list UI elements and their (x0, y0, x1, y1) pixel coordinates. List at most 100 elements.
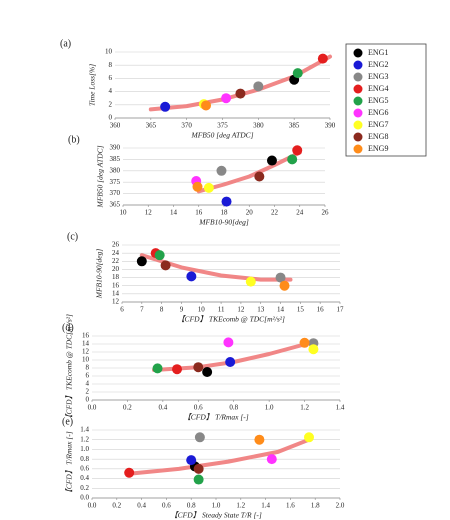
data-point (203, 182, 214, 193)
data-point (186, 271, 197, 282)
data-point (223, 337, 234, 348)
x-tick-label: 360 (110, 122, 121, 130)
data-point (254, 434, 265, 445)
x-tick-label: 375 (217, 122, 228, 130)
x-tick-label: 8 (160, 306, 164, 314)
x-tick-label: 1.0 (265, 404, 274, 412)
data-point (136, 256, 147, 267)
panel-label: (e) (62, 416, 73, 427)
x-tick-label: 18 (221, 209, 229, 217)
x-tick-label: 365 (146, 122, 157, 130)
y-tick-label: 24 (112, 249, 120, 257)
x-tick-label: 0.0 (88, 502, 97, 510)
x-axis-title: MFB50 [deg ATDC] (190, 131, 253, 140)
y-tick-label: 2 (86, 388, 90, 396)
y-tick-label: 1.2 (80, 435, 89, 443)
x-tick-label: 7 (140, 306, 144, 314)
x-tick-label: 0.2 (112, 502, 121, 510)
data-point (193, 362, 204, 373)
data-point (299, 337, 310, 348)
x-tick-label: 12 (237, 306, 245, 314)
y-tick-label: 1.4 (80, 426, 89, 434)
x-tick-label: 16 (317, 306, 325, 314)
y-tick-label: 4 (109, 87, 113, 95)
legend-marker (353, 132, 363, 142)
data-point (292, 68, 303, 79)
y-tick-label: 8 (86, 364, 90, 372)
data-point (193, 474, 204, 485)
data-point (160, 260, 171, 271)
data-point (253, 81, 264, 92)
panel-label: (c) (67, 231, 78, 242)
legend-label: ENG5 (368, 96, 388, 105)
x-tick-label: 14 (170, 209, 178, 217)
y-tick-label: 6 (86, 372, 90, 380)
legend-marker (353, 72, 363, 82)
x-tick-label: 6 (120, 306, 124, 314)
data-point (172, 364, 183, 375)
x-tick-label: 1.4 (336, 404, 345, 412)
y-tick-label: 4 (86, 380, 90, 388)
data-point (254, 171, 265, 182)
x-tick-label: 10 (198, 306, 206, 314)
x-tick-label: 1.0 (212, 502, 221, 510)
y-tick-label: 10 (82, 356, 90, 364)
y-tick-label: 1.0 (80, 445, 89, 453)
legend-marker (353, 48, 363, 58)
legend-label: ENG4 (368, 84, 388, 93)
data-point (266, 454, 277, 465)
x-tick-label: 0.4 (137, 502, 146, 510)
legend-label: ENG6 (368, 108, 388, 117)
x-tick-label: 24 (296, 209, 304, 217)
data-point (160, 101, 171, 112)
x-axis-title: 【CFD】 Steady State T/R [-] (170, 511, 262, 520)
x-tick-label: 12 (145, 209, 153, 217)
legend-marker (353, 96, 363, 106)
data-point (245, 276, 256, 287)
data-point (216, 165, 227, 176)
data-point (225, 357, 236, 367)
data-point (304, 432, 314, 443)
y-tick-label: 6 (109, 74, 113, 82)
y-tick-label: 20 (112, 265, 120, 273)
x-tick-label: 1.6 (286, 502, 295, 510)
x-tick-label: 1.2 (300, 404, 309, 412)
panel-label: (a) (60, 38, 71, 49)
x-tick-label: 0.6 (162, 502, 171, 510)
y-axis-title: Time Loss[%] (88, 64, 97, 106)
legend-marker (353, 60, 363, 70)
data-point (317, 53, 328, 64)
y-tick-label: 10 (105, 48, 113, 56)
y-tick-label: 385 (110, 155, 121, 163)
y-tick-label: 0 (109, 114, 113, 122)
x-tick-label: 15 (297, 306, 305, 314)
y-tick-label: 390 (110, 144, 121, 152)
x-tick-label: 0.6 (194, 404, 203, 412)
y-tick-label: 370 (110, 189, 121, 197)
y-tick-label: 0.8 (80, 455, 89, 463)
y-axis-title: MFB10-90[deg] (95, 249, 104, 300)
x-tick-label: 2.0 (336, 502, 345, 510)
data-point (287, 154, 298, 165)
x-tick-label: 0.2 (123, 404, 132, 412)
y-tick-label: 0.6 (80, 464, 89, 472)
x-tick-label: 0.8 (187, 502, 196, 510)
y-tick-label: 26 (112, 241, 120, 249)
data-point (292, 145, 303, 156)
y-axis-title: 【CFD】 TKEcomb @ TDC[m²/s²] (65, 314, 74, 422)
x-tick-label: 16 (195, 209, 203, 217)
y-tick-label: 0.4 (80, 474, 89, 482)
data-point (266, 155, 277, 166)
x-tick-label: 9 (180, 306, 184, 314)
legend-label: ENG8 (368, 132, 388, 141)
data-point (221, 93, 232, 104)
x-tick-label: 11 (218, 306, 225, 314)
y-tick-label: 380 (110, 166, 121, 174)
y-tick-label: 12 (112, 298, 120, 306)
x-axis-title: 【CFD】 T/Rmax [-] (183, 413, 248, 422)
y-tick-label: 0.2 (80, 484, 89, 492)
x-tick-label: 390 (325, 122, 336, 130)
legend-label: ENG1 (368, 48, 388, 57)
